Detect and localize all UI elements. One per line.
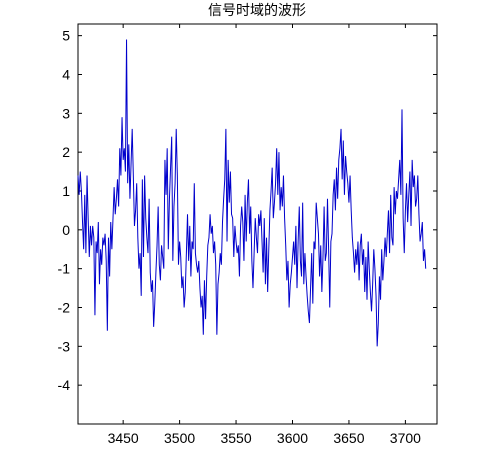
x-tick-label: 3450 bbox=[108, 430, 139, 446]
y-tick-label: 0 bbox=[62, 222, 70, 238]
y-tick-label: 2 bbox=[62, 144, 70, 160]
y-tick-label: 3 bbox=[62, 105, 70, 121]
y-tick-label: 5 bbox=[62, 28, 70, 44]
y-tick-label: -2 bbox=[58, 299, 71, 315]
y-tick-label: -4 bbox=[58, 377, 71, 393]
y-tick-label: -1 bbox=[58, 261, 71, 277]
x-tick-label: 3500 bbox=[164, 430, 195, 446]
plot-area bbox=[77, 23, 438, 425]
x-tick-label: 3700 bbox=[390, 430, 421, 446]
x-axis: 3450 3500 3550 3600 3650 3700 bbox=[108, 24, 421, 446]
x-tick-label: 3600 bbox=[277, 430, 308, 446]
chart-title: 信号时域的波形 bbox=[208, 3, 306, 19]
x-tick-label: 3650 bbox=[333, 430, 364, 446]
y-axis: 5 4 3 2 1 0 -1 -2 -3 -4 bbox=[58, 28, 437, 393]
series-line bbox=[77, 39, 427, 347]
y-tick-label: -3 bbox=[58, 338, 71, 354]
y-tick-label: 1 bbox=[62, 183, 70, 199]
x-tick-label: 3550 bbox=[220, 430, 251, 446]
y-tick-label: 4 bbox=[62, 66, 70, 82]
